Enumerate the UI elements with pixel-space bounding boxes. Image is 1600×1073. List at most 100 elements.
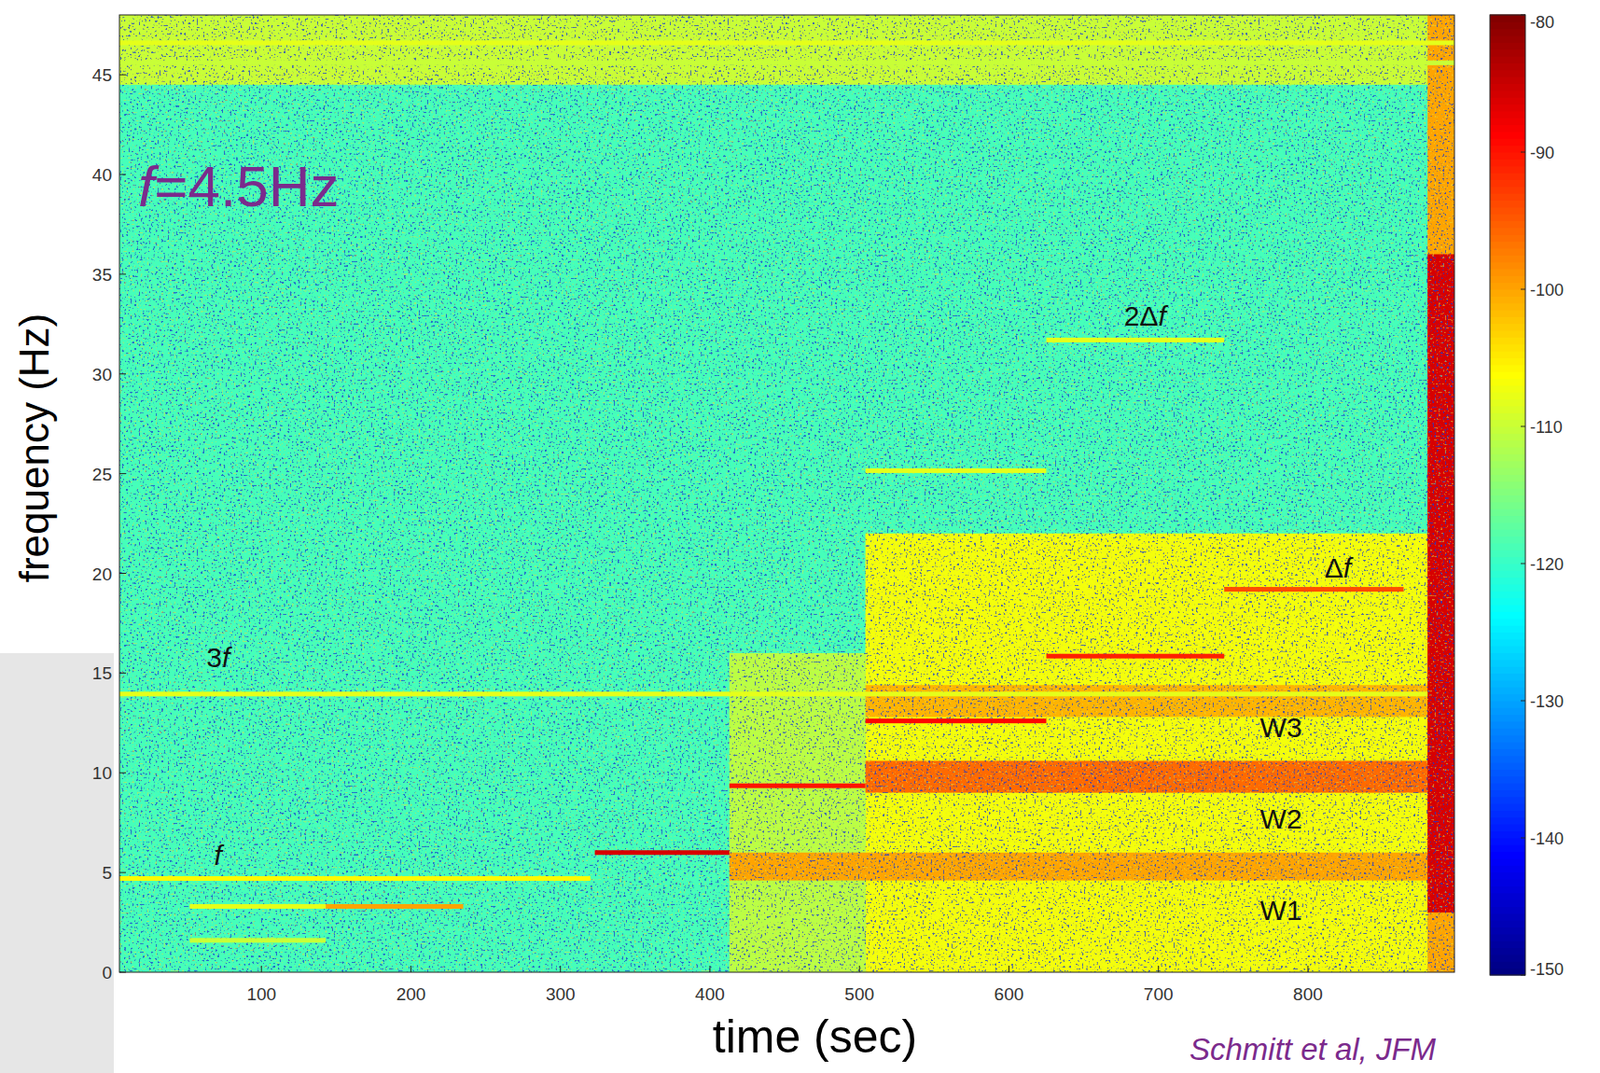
colorbar-swatch bbox=[1489, 707, 1526, 715]
colorbar-swatch bbox=[1489, 542, 1526, 550]
colorbar-swatch bbox=[1489, 878, 1526, 887]
text-part: 5 bbox=[236, 153, 268, 219]
colorbar-swatch bbox=[1489, 138, 1526, 146]
noise-texture bbox=[119, 14, 1455, 973]
colorbar-swatch bbox=[1489, 357, 1526, 365]
colorbar-swatch bbox=[1489, 426, 1526, 434]
x-tick bbox=[1307, 965, 1308, 973]
colorbar-swatch bbox=[1489, 679, 1526, 687]
x-tick bbox=[261, 965, 263, 973]
annotation: W2 bbox=[1260, 803, 1303, 835]
colorbar-swatch bbox=[1489, 748, 1526, 756]
colorbar-swatch bbox=[1489, 322, 1526, 331]
noise-texture bbox=[119, 14, 1455, 973]
colorbar-swatch bbox=[1489, 885, 1526, 893]
colorbar-swatch bbox=[1489, 899, 1526, 907]
tone-line bbox=[119, 40, 1455, 45]
colorbar-swatch bbox=[1489, 446, 1526, 455]
text-part: f bbox=[1157, 300, 1169, 332]
annotation: W1 bbox=[1260, 894, 1303, 926]
annotation: 2Δf bbox=[1124, 300, 1169, 332]
colorbar-swatch bbox=[1489, 117, 1526, 126]
text-part: 3 bbox=[1286, 711, 1303, 743]
colorbar-swatch bbox=[1489, 281, 1526, 290]
colorbar-tick bbox=[1520, 563, 1526, 565]
colorbar-swatch bbox=[1489, 247, 1526, 255]
colorbar-swatch bbox=[1489, 110, 1526, 118]
text-part: Δ bbox=[1324, 552, 1344, 584]
x-tick bbox=[1157, 965, 1159, 973]
colorbar-swatch bbox=[1489, 103, 1526, 112]
y-tick-label: 10 bbox=[92, 763, 112, 783]
colorbar-swatch bbox=[1489, 570, 1526, 578]
colorbar-tick bbox=[1520, 152, 1526, 154]
x-tick bbox=[859, 965, 861, 973]
text-part: z bbox=[309, 153, 339, 219]
colorbar-swatch bbox=[1489, 666, 1526, 674]
colorbar-swatch bbox=[1489, 713, 1526, 722]
colorbar-swatch bbox=[1489, 844, 1526, 852]
colorbar-swatch bbox=[1489, 487, 1526, 496]
colorbar-swatch bbox=[1489, 453, 1526, 461]
colorbar-swatch bbox=[1489, 295, 1526, 304]
colorbar-swatch bbox=[1489, 775, 1526, 783]
colorbar-swatch bbox=[1489, 597, 1526, 605]
y-tick-label: 30 bbox=[92, 364, 112, 385]
colorbar-swatch bbox=[1489, 473, 1526, 482]
y-tick bbox=[119, 174, 126, 176]
colorbar-tick-label: -130 bbox=[1530, 692, 1564, 711]
colorbar-tick-label: -150 bbox=[1530, 960, 1564, 979]
colorbar-swatch bbox=[1489, 514, 1526, 523]
colorbar-swatch bbox=[1489, 837, 1526, 846]
colorbar-swatch bbox=[1489, 418, 1526, 427]
y-tick bbox=[119, 872, 126, 874]
colorbar-swatch bbox=[1489, 967, 1526, 975]
colorbar-swatch bbox=[1489, 62, 1526, 70]
colorbar-swatch bbox=[1489, 371, 1526, 379]
colorbar-tick-label: -120 bbox=[1530, 555, 1564, 574]
annotation: 3f bbox=[206, 641, 233, 673]
colorbar-swatch bbox=[1489, 754, 1526, 763]
colorbar-swatch bbox=[1489, 960, 1526, 969]
plot-frame bbox=[119, 14, 1455, 973]
colorbar-swatch bbox=[1489, 940, 1526, 948]
colorbar-tick bbox=[1520, 974, 1526, 976]
colorbar-swatch bbox=[1489, 97, 1526, 105]
text-part: 4 bbox=[187, 153, 220, 219]
x-tick-label: 300 bbox=[545, 984, 576, 1004]
colorbar-swatch bbox=[1489, 226, 1526, 235]
colorbar-swatch bbox=[1489, 584, 1526, 592]
text-part: W bbox=[1260, 894, 1288, 926]
x-tick-label: 500 bbox=[844, 984, 875, 1004]
colorbar-swatch bbox=[1489, 494, 1526, 502]
colorbar-swatch bbox=[1489, 391, 1526, 400]
colorbar-swatch bbox=[1489, 741, 1526, 750]
colorbar-swatch bbox=[1489, 158, 1526, 167]
annotation: W3 bbox=[1260, 711, 1303, 743]
colorbar-swatch bbox=[1489, 625, 1526, 633]
colorbar-swatch bbox=[1489, 652, 1526, 660]
y-axis-title: frequency (Hz) bbox=[11, 313, 57, 584]
y-tick bbox=[119, 772, 126, 774]
y-tick-label: 0 bbox=[101, 962, 112, 983]
colorbar-swatch bbox=[1489, 645, 1526, 654]
tone-line bbox=[189, 937, 326, 943]
colorbar-swatch bbox=[1489, 467, 1526, 475]
colorbar-swatch bbox=[1489, 604, 1526, 613]
colorbar-swatch bbox=[1489, 185, 1526, 194]
x-tick bbox=[559, 965, 561, 973]
colorbar-swatch bbox=[1489, 83, 1526, 91]
colorbar-swatch bbox=[1489, 700, 1526, 709]
colorbar-swatch bbox=[1489, 693, 1526, 701]
colorbar-swatch bbox=[1489, 55, 1526, 64]
colorbar-swatch bbox=[1489, 549, 1526, 557]
colorbar-swatch bbox=[1489, 363, 1526, 372]
colorbar-swatch bbox=[1489, 439, 1526, 447]
colorbar-swatch bbox=[1489, 768, 1526, 777]
colorbar-swatch bbox=[1489, 76, 1526, 84]
colorbar-swatch bbox=[1489, 459, 1526, 468]
y-tick bbox=[119, 672, 126, 674]
colorbar-swatch bbox=[1489, 165, 1526, 173]
colorbar-swatch bbox=[1489, 611, 1526, 619]
text-part: f bbox=[222, 641, 233, 673]
